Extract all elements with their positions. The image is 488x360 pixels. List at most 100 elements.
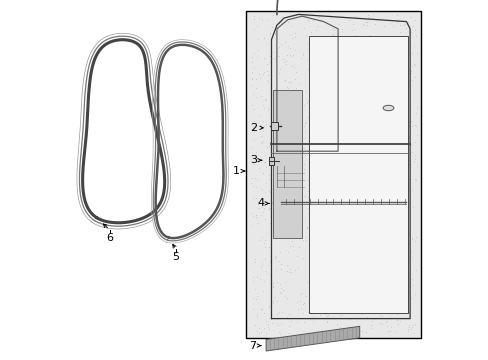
Point [260, 55, 267, 61]
Point [275, 205, 283, 211]
Point [403, 19, 411, 25]
Point [292, 176, 300, 182]
Point [347, 252, 355, 258]
Point [280, 78, 287, 84]
Point [350, 193, 358, 199]
Point [283, 314, 291, 319]
Point [271, 218, 279, 224]
Point [412, 163, 420, 169]
Point [314, 125, 322, 130]
Point [397, 61, 405, 67]
Point [281, 77, 289, 83]
Point [409, 158, 417, 164]
Point [277, 290, 285, 296]
Point [399, 287, 407, 293]
Point [287, 159, 295, 165]
Point [248, 175, 256, 181]
Point [264, 326, 272, 332]
Point [354, 88, 362, 94]
Point [331, 244, 339, 250]
Point [265, 205, 273, 211]
Point [329, 213, 337, 219]
Point [407, 77, 415, 82]
Point [253, 220, 261, 226]
Point [302, 46, 310, 52]
Point [272, 320, 280, 326]
Point [299, 193, 307, 199]
Point [285, 209, 292, 215]
Point [394, 41, 402, 47]
Point [407, 255, 415, 260]
Point [354, 246, 362, 251]
Point [248, 103, 256, 108]
Point [314, 103, 322, 109]
Point [392, 216, 400, 222]
Point [313, 75, 321, 81]
Point [265, 259, 273, 265]
Point [254, 330, 262, 336]
Point [289, 64, 297, 69]
Point [376, 80, 384, 86]
Point [276, 110, 284, 116]
Point [252, 176, 260, 181]
Point [403, 261, 410, 267]
Point [406, 118, 414, 124]
Point [335, 71, 343, 76]
Point [347, 97, 355, 103]
Point [377, 80, 385, 86]
Point [293, 168, 301, 174]
Point [359, 52, 367, 58]
Point [390, 75, 398, 80]
Point [345, 242, 353, 248]
Point [280, 181, 288, 187]
Point [290, 16, 298, 22]
Point [352, 222, 360, 228]
Point [369, 218, 377, 224]
Point [406, 295, 414, 301]
Point [265, 258, 273, 264]
Point [408, 283, 416, 288]
Point [324, 243, 331, 249]
Point [248, 91, 256, 97]
Point [363, 76, 370, 82]
Point [253, 199, 261, 205]
Point [410, 122, 418, 127]
Point [410, 27, 418, 33]
Point [299, 301, 306, 307]
Point [352, 32, 360, 38]
Point [315, 180, 323, 186]
Point [269, 49, 277, 55]
Point [286, 224, 294, 229]
Point [384, 233, 392, 238]
Point [300, 319, 307, 325]
Point [287, 238, 295, 244]
Point [257, 259, 265, 265]
Point [407, 68, 414, 74]
Point [346, 275, 354, 281]
Point [252, 184, 260, 190]
Point [362, 107, 370, 112]
Point [284, 42, 292, 48]
Point [350, 13, 358, 19]
Point [249, 195, 257, 201]
Point [346, 225, 354, 230]
Point [251, 85, 259, 91]
Point [283, 102, 290, 107]
Point [336, 312, 344, 318]
Point [278, 132, 286, 138]
Point [299, 50, 306, 56]
Point [308, 318, 316, 324]
Point [412, 33, 420, 39]
Point [336, 77, 344, 83]
Point [331, 58, 339, 64]
Point [395, 309, 403, 314]
Point [258, 204, 265, 210]
Point [248, 123, 256, 129]
Point [374, 109, 382, 115]
Point [315, 169, 323, 175]
Point [293, 98, 301, 104]
Point [359, 21, 366, 26]
Point [391, 161, 399, 167]
Point [393, 311, 401, 316]
Point [314, 14, 322, 20]
